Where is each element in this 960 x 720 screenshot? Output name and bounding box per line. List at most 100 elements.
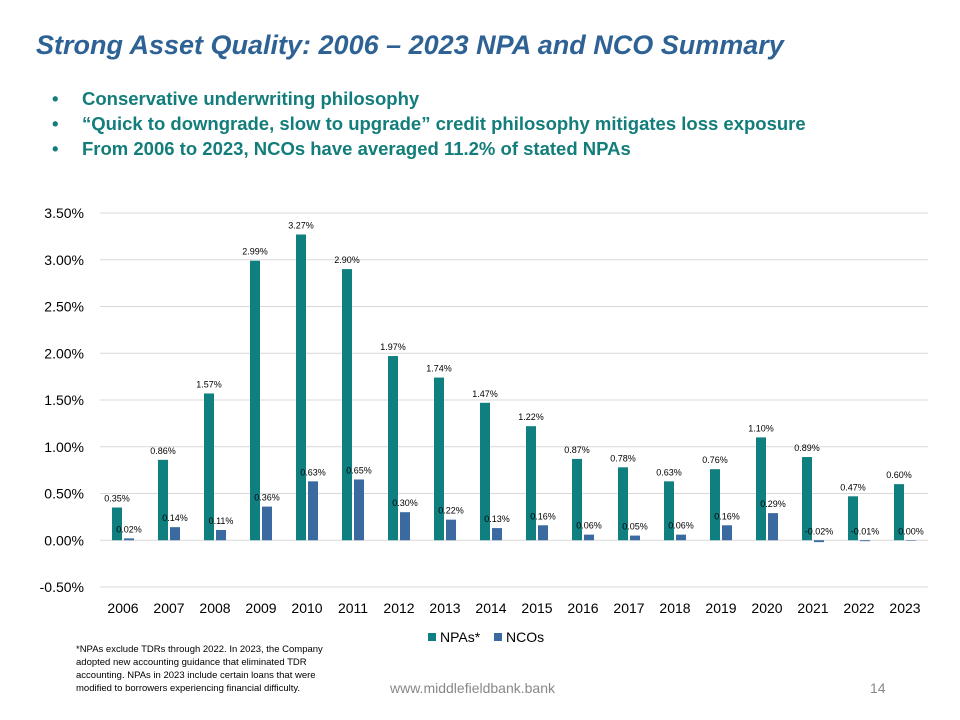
data-label: 0.30% [392, 498, 418, 508]
data-label: 0.16% [714, 511, 740, 521]
data-label: 0.89% [794, 443, 820, 453]
npa-bar [342, 269, 352, 541]
page-number: 14 [870, 680, 886, 696]
x-tick-label: 2016 [567, 600, 598, 616]
data-label: 0.16% [530, 511, 556, 521]
y-tick-label: 1.00% [44, 439, 84, 455]
nco-bar [814, 540, 824, 543]
nco-bar [308, 481, 318, 541]
npa-bar [480, 402, 490, 541]
data-label: 1.97% [380, 342, 406, 352]
legend-swatch [428, 633, 436, 641]
data-label: 2.99% [242, 247, 268, 257]
data-label: 1.10% [748, 423, 774, 433]
x-tick-label: 2013 [429, 600, 460, 616]
data-label: 2.90% [334, 255, 360, 265]
data-label: 0.35% [104, 494, 130, 504]
npa-bar [250, 260, 260, 541]
data-label: 0.78% [610, 453, 636, 463]
footnote: *NPAs exclude TDRs through 2022. In 2023… [76, 644, 323, 694]
x-tick-label: 2023 [889, 600, 920, 616]
slide-title: Strong Asset Quality: 2006 – 2023 NPA an… [36, 30, 784, 60]
nco-bar [400, 512, 410, 541]
x-tick-label: 2006 [107, 600, 138, 616]
nco-bar [354, 479, 364, 541]
data-label: 0.29% [760, 499, 786, 509]
y-tick-label: 2.50% [44, 299, 84, 315]
x-tick-label: 2008 [199, 600, 230, 616]
data-label: 0.14% [162, 513, 188, 523]
data-label: 0.00% [898, 526, 924, 536]
bullet-item: Conservative underwriting philosophy [52, 86, 806, 111]
x-tick-label: 2010 [291, 600, 322, 616]
data-label: 0.87% [564, 445, 590, 455]
npa-bar [112, 507, 122, 541]
nco-bar [860, 540, 870, 542]
npa-bar [894, 484, 904, 541]
y-tick-label: 0.50% [44, 486, 84, 502]
data-label: 3.27% [288, 221, 314, 231]
data-label: 0.22% [438, 506, 464, 516]
nco-bar [124, 538, 134, 541]
data-label: 1.57% [196, 379, 222, 389]
data-label: 0.63% [300, 467, 326, 477]
x-tick-label: 2012 [383, 600, 414, 616]
data-label: 0.65% [346, 465, 372, 475]
data-label: 1.47% [472, 389, 498, 399]
x-tick-label: 2018 [659, 600, 690, 616]
data-label: -0.02% [805, 526, 834, 536]
nco-bar [216, 529, 226, 541]
nco-bar [492, 528, 502, 541]
y-tick-label: 3.00% [44, 252, 84, 268]
npa-bar [158, 459, 168, 541]
data-label: 0.63% [656, 467, 682, 477]
x-tick-label: 2009 [245, 600, 276, 616]
nco-bar [446, 519, 456, 541]
x-tick-label: 2022 [843, 600, 874, 616]
npa-bar [434, 377, 444, 541]
website-url: www.middlefieldbank.bank [390, 680, 555, 696]
x-tick-label: 2014 [475, 600, 506, 616]
y-tick-label: -0.50% [40, 579, 84, 595]
npa-bar [756, 437, 766, 541]
nco-bar [906, 540, 916, 541]
data-label: 0.60% [886, 470, 912, 480]
nco-bar [722, 525, 732, 541]
npa-bar [572, 458, 582, 541]
x-tick-label: 2020 [751, 600, 782, 616]
npa-bar [848, 496, 858, 541]
nco-bar [584, 534, 594, 541]
npa-bar [710, 469, 720, 541]
npa-bar [388, 356, 398, 541]
data-label: -0.01% [851, 526, 880, 536]
nco-bar [538, 525, 548, 541]
npa-bar [664, 481, 674, 541]
npa-bar [296, 234, 306, 541]
y-tick-label: 2.00% [44, 345, 84, 361]
legend-label: NCOs [506, 629, 544, 645]
npa-bar [526, 426, 536, 541]
x-tick-label: 2011 [338, 600, 368, 616]
x-tick-label: 2007 [153, 600, 184, 616]
npa-bar [204, 393, 214, 541]
legend-label: NPAs* [440, 629, 481, 645]
y-tick-label: 0.00% [44, 532, 84, 548]
bullet-list: Conservative underwriting philosophy “Qu… [52, 86, 806, 161]
nco-bar [630, 535, 640, 541]
data-label: 0.05% [622, 522, 648, 532]
bullet-item: From 2006 to 2023, NCOs have averaged 11… [52, 136, 806, 161]
data-label: 0.76% [702, 455, 728, 465]
data-label: 0.02% [116, 524, 142, 534]
x-tick-label: 2019 [705, 600, 736, 616]
data-label: 0.47% [840, 482, 866, 492]
x-tick-label: 2015 [521, 600, 552, 616]
data-label: 0.86% [150, 446, 176, 456]
data-label: 1.74% [426, 364, 452, 374]
x-tick-label: 2017 [613, 600, 644, 616]
bullet-item: “Quick to downgrade, slow to upgrade” cr… [52, 111, 806, 136]
data-label: 0.36% [254, 493, 280, 503]
legend-swatch [494, 633, 502, 641]
data-label: 0.06% [576, 521, 602, 531]
nco-bar [262, 506, 272, 541]
